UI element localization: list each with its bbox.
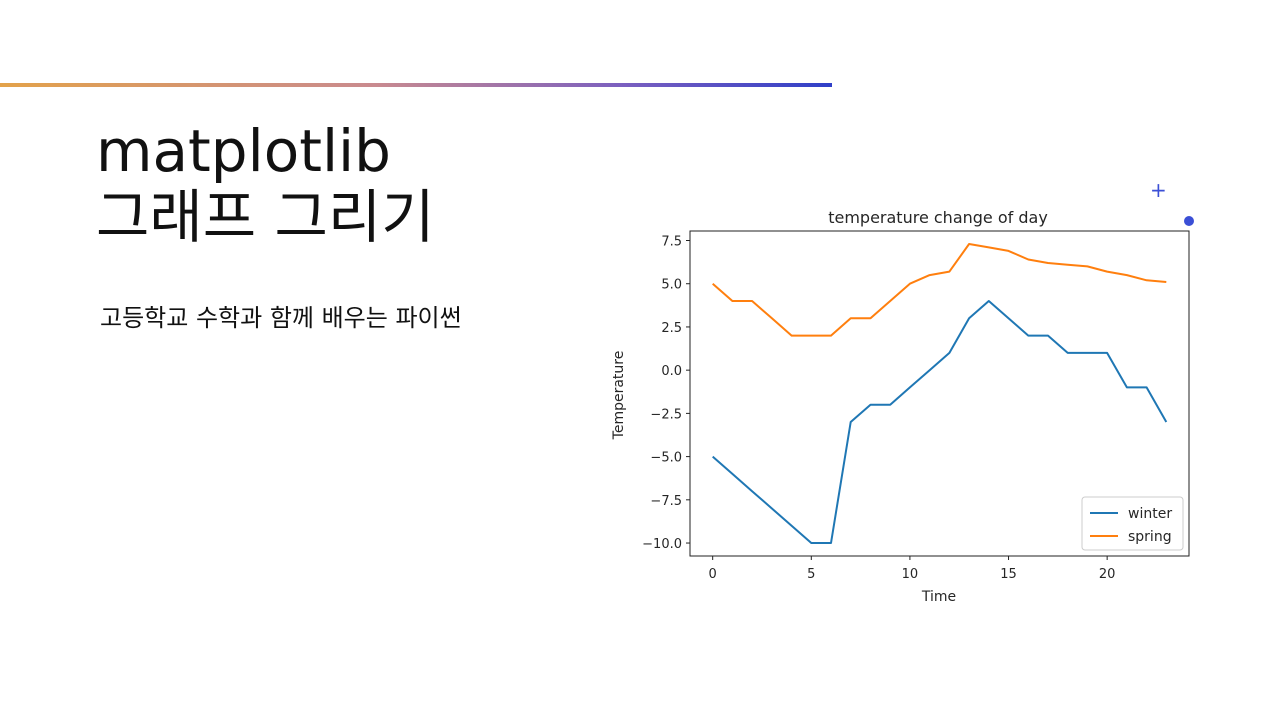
x-tick-label: 0 bbox=[709, 567, 717, 582]
chart-title: temperature change of day bbox=[828, 208, 1048, 227]
slide-subtitle: 고등학교 수학과 함께 배우는 파이썬 bbox=[100, 304, 462, 332]
y-axis-ticks: −10.0 −7.5 −5.0 −2.5 0.0 2.5 5.0 7.5 bbox=[642, 235, 690, 552]
y-tick-label: 7.5 bbox=[661, 235, 682, 250]
x-axis-ticks: 0 5 10 15 20 bbox=[709, 556, 1116, 582]
y-tick-label: −10.0 bbox=[642, 537, 682, 552]
x-tick-label: 15 bbox=[1000, 567, 1017, 582]
x-tick-label: 20 bbox=[1099, 567, 1116, 582]
y-tick-label: 0.0 bbox=[661, 364, 682, 379]
slide-title-line2: 그래프 그리기 bbox=[96, 183, 435, 251]
temperature-chart[interactable]: temperature change of day −10.0−7.5−5.0−… bbox=[600, 180, 1200, 610]
y-tick-label: −2.5 bbox=[650, 407, 682, 422]
series-line-spring bbox=[712, 243, 1167, 337]
series-line-winter bbox=[712, 300, 1168, 544]
x-axis-label: Time bbox=[921, 589, 956, 605]
y-tick-label: 2.5 bbox=[661, 321, 682, 336]
y-tick-label: −5.0 bbox=[650, 451, 682, 466]
resize-handle[interactable] bbox=[1184, 216, 1194, 226]
legend-label-winter: winter bbox=[1128, 506, 1172, 522]
slide-title-line1: matplotlib bbox=[96, 117, 391, 185]
add-handle-icon[interactable]: + bbox=[1150, 178, 1167, 202]
y-tick-label: 5.0 bbox=[661, 278, 682, 293]
y-axis-label: Temperature bbox=[611, 351, 627, 441]
chart-legend: winter spring bbox=[1081, 496, 1184, 551]
legend-label-spring: spring bbox=[1128, 529, 1172, 545]
slide-title: matplotlib 그래프 그리기 bbox=[96, 118, 435, 250]
y-tick-label: −7.5 bbox=[650, 494, 682, 509]
plot-frame bbox=[689, 230, 1190, 557]
plot-series bbox=[712, 243, 1168, 544]
x-tick-label: 10 bbox=[902, 567, 919, 582]
x-tick-label: 5 bbox=[807, 567, 815, 582]
title-accent-line bbox=[0, 83, 832, 87]
